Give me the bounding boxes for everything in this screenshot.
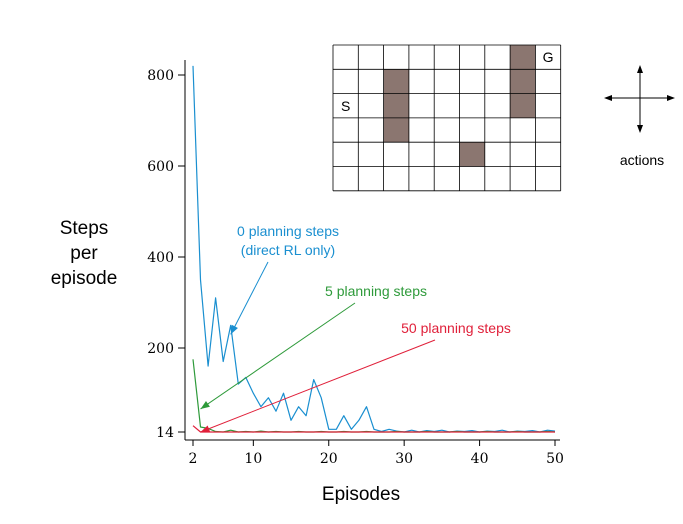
y-tick-label: 14 — [156, 425, 174, 441]
annotation-arrow-1 — [200, 302, 356, 410]
x-tick-label: 50 — [546, 451, 564, 467]
start-cell-label: S — [341, 98, 350, 114]
x-tick-label: 30 — [395, 451, 413, 467]
obstacle-cell — [459, 142, 485, 167]
obstacle-cell — [510, 45, 536, 70]
y-axis-label-line-3: episode — [51, 268, 118, 289]
series-label-0: 0 planning steps — [237, 223, 339, 239]
y-axis-label-line-1: Steps — [60, 218, 109, 239]
y-tick-label: 800 — [147, 68, 174, 84]
obstacle-cell — [510, 93, 536, 118]
actions-compass-icon — [604, 65, 675, 133]
x-tick-label: 40 — [471, 451, 489, 467]
actions-label: actions — [620, 152, 664, 168]
y-axis-label-line-2: per — [70, 243, 98, 264]
series-lines — [192, 65, 556, 433]
series-label-0: (direct RL only) — [241, 242, 335, 258]
series-annotations: 0 planning steps (direct RL only) 5 planni… — [200, 223, 511, 433]
annotation-arrowhead-1 — [200, 400, 210, 409]
y-tick-label: 400 — [147, 250, 174, 266]
y-axis-label: Steps per episode — [51, 218, 118, 289]
series-line-2 — [192, 425, 555, 433]
series-line-1 — [192, 359, 556, 433]
x-tick-label: 20 — [320, 451, 338, 467]
x-tick-label: 2 — [189, 451, 198, 467]
x-axis-label: Episodes — [322, 484, 400, 505]
obstacle-cell — [510, 69, 536, 94]
axis-ticks: 2 10 20 30 40 50 14 200 400 600 800 — [147, 68, 564, 467]
annotation-arrow-2 — [200, 339, 436, 433]
obstacle-cell — [383, 69, 409, 94]
y-tick-label: 200 — [147, 341, 174, 357]
annotation-arrowhead-2 — [200, 425, 211, 432]
x-tick-label: 10 — [244, 451, 262, 467]
chart-axes — [184, 60, 560, 441]
y-tick-label: 600 — [147, 159, 174, 175]
goal-cell-label: G — [543, 49, 554, 65]
series-label-2: 50 planning steps — [401, 320, 511, 336]
annotation-arrow-0 — [230, 261, 269, 335]
annotation-arrowhead-0 — [230, 324, 238, 335]
gridworld-inset: SG — [332, 44, 562, 192]
series-label-1: 5 planning steps — [325, 283, 427, 299]
obstacle-cell — [383, 93, 409, 118]
obstacle-cell — [383, 117, 409, 143]
